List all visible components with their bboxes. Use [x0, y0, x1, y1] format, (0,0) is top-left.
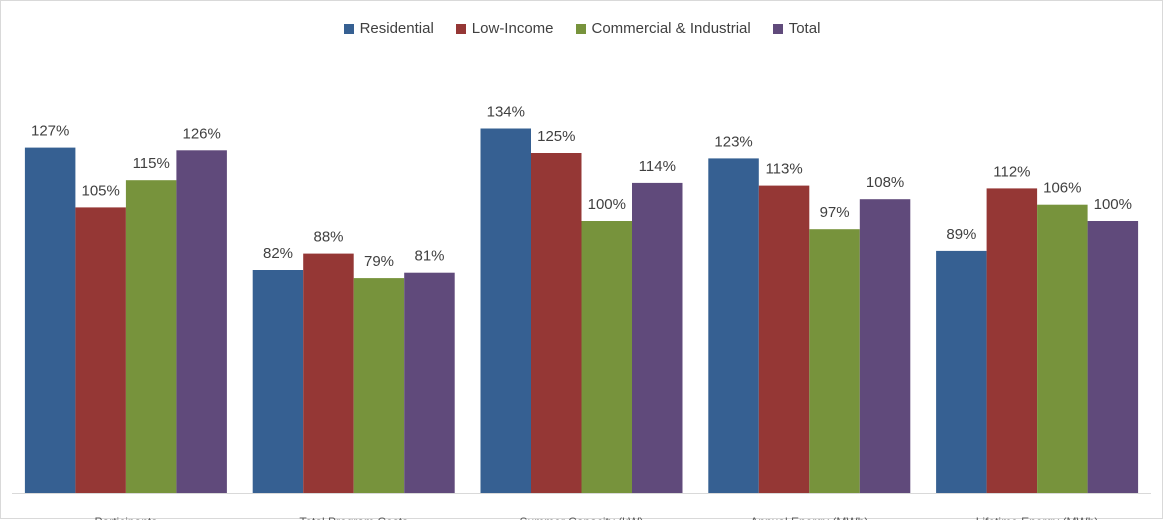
bar-total-4 [1087, 221, 1139, 493]
data-label-total-3: 108% [866, 174, 904, 191]
data-label-residential-1: 82% [263, 245, 293, 262]
data-label-commercial-industrial-0: 115% [133, 155, 170, 172]
category-label-4: Lifetime Energy (MWh) [976, 515, 1099, 520]
data-label-residential-0: 127% [31, 123, 69, 140]
bar-residential-0 [24, 147, 76, 493]
data-label-commercial-industrial-1: 79% [364, 253, 394, 270]
bar-low-income-2 [531, 153, 582, 493]
legend-label-commercial-industrial: Commercial & Industrial [591, 20, 751, 37]
data-label-total-4: 100% [1094, 196, 1132, 213]
legend-label-residential: Residential [359, 20, 434, 37]
bar-commercial-industrial-4 [1037, 204, 1088, 493]
legend-item-residential: Residential [343, 20, 434, 37]
category-label-2: Summer Capacity (kW) [519, 515, 643, 520]
chart-legend: Residential Low-Income Commercial & Indu… [0, 20, 1164, 37]
category-labels-group: Participants Total Program Costs Summer Ca… [95, 515, 1099, 520]
category-label-3: Annual Energy (MWh) [750, 515, 868, 520]
bar-low-income-3 [758, 185, 810, 493]
data-label-residential-3: 123% [714, 133, 752, 150]
legend-item-commercial-industrial: Commercial & Industrial [575, 20, 751, 37]
category-label-0: Participants [95, 515, 158, 520]
data-label-commercial-industrial-3: 97% [820, 204, 850, 221]
bar-total-1 [404, 272, 455, 493]
data-label-residential-2: 134% [487, 104, 525, 121]
category-label-1: Total Program Costs [299, 515, 408, 520]
data-label-low-income-2: 125% [537, 128, 575, 145]
bar-commercial-industrial-2 [581, 221, 632, 493]
bar-low-income-0 [75, 207, 126, 493]
bar-residential-1 [252, 270, 304, 493]
bar-total-2 [632, 182, 683, 493]
legend-label-low-income: Low-Income [471, 20, 554, 37]
data-label-low-income-1: 88% [313, 229, 343, 246]
bar-low-income-1 [303, 253, 354, 493]
legend-item-low-income: Low-Income [455, 20, 554, 37]
data-label-commercial-industrial-4: 106% [1043, 180, 1081, 197]
data-label-low-income-3: 113% [765, 161, 802, 178]
bar-commercial-industrial-0 [125, 180, 177, 493]
bar-commercial-industrial-3 [809, 229, 860, 493]
bar-residential-2 [480, 128, 531, 493]
bar-total-0 [176, 150, 227, 494]
data-label-total-1: 81% [414, 248, 444, 265]
bar-residential-4 [936, 250, 987, 493]
legend-label-total: Total [788, 20, 821, 37]
legend-swatch-residential [343, 23, 354, 34]
bar-residential-3 [708, 158, 759, 493]
legend-swatch-commercial-industrial [575, 23, 586, 34]
legend-item-total: Total [772, 20, 821, 37]
data-labels-group: 127% 105% 115% 126% 82% 88% 79% 81% 134% 125% 100%… [31, 104, 1132, 271]
data-label-commercial-industrial-2: 100% [588, 196, 626, 213]
bar-low-income-4 [986, 188, 1038, 493]
legend-swatch-low-income [455, 23, 466, 34]
data-label-low-income-0: 105% [82, 182, 120, 199]
data-label-total-2: 114% [639, 158, 676, 175]
bar-commercial-industrial-1 [353, 278, 405, 493]
legend-swatch-total [772, 23, 783, 34]
data-label-low-income-4: 112% [993, 163, 1030, 180]
bars-group [24, 128, 1139, 494]
data-label-total-0: 126% [183, 125, 221, 142]
data-label-residential-4: 89% [946, 226, 976, 243]
bar-total-3 [859, 199, 911, 493]
